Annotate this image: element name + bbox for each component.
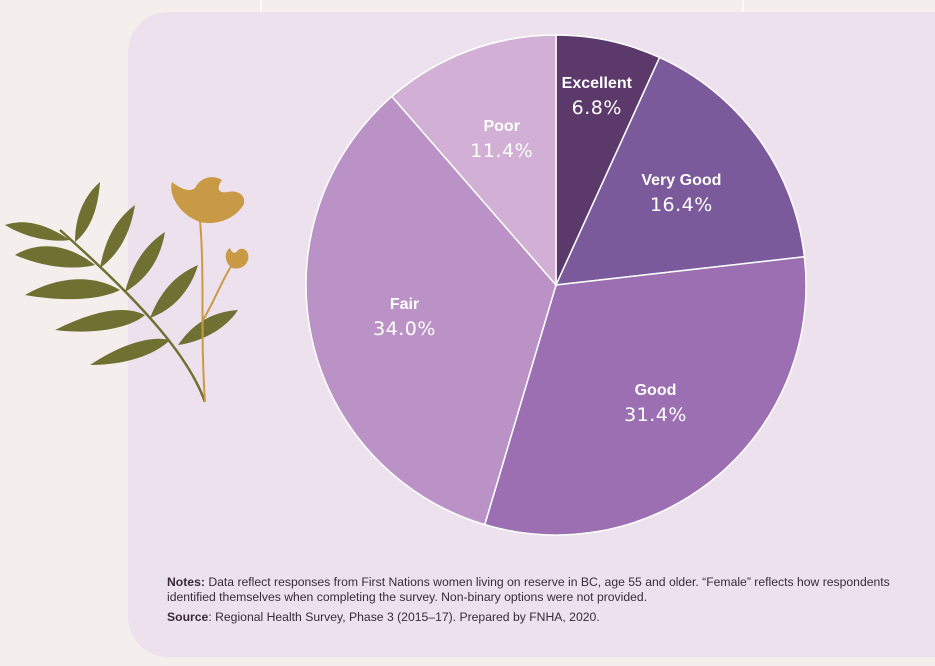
plant-illustration	[5, 177, 249, 403]
slice-value-good: 31.4%	[624, 404, 687, 426]
slice-label-poor: Poor	[483, 118, 519, 135]
fern-leaf	[125, 232, 165, 292]
top-ribbon	[260, 0, 744, 20]
flower-blossom	[171, 177, 245, 224]
pie-slices	[305, 34, 807, 536]
slice-value-poor: 11.4%	[470, 140, 533, 162]
pie-slice-excellent	[555, 34, 661, 286]
notes-block: Notes: Data reflect responses from First…	[167, 575, 907, 630]
notes-paragraph: Notes: Data reflect responses from First…	[167, 575, 907, 605]
notes-text: Data reflect responses from First Nation…	[167, 575, 890, 604]
fern-leaf	[90, 338, 170, 365]
pie-slice-good	[483, 255, 807, 536]
slice-label-fair: Fair	[390, 296, 419, 313]
source-label: Source	[167, 610, 209, 624]
fern-leaf	[178, 310, 238, 345]
pie-slice-poor	[390, 34, 557, 288]
fern-leaf	[75, 182, 100, 242]
source-paragraph: Source: Regional Health Survey, Phase 3 …	[167, 610, 907, 625]
slice-label-good: Good	[635, 382, 677, 399]
slice-value-excellent: 6.8%	[572, 97, 622, 119]
slice-label-very-good: Very Good	[641, 172, 721, 189]
fern-leaf	[15, 246, 95, 268]
fern-leaf	[25, 279, 120, 300]
pie-labels: Excellent 6.8% Very Good 16.4% Good 31.4% Fair…	[373, 75, 721, 426]
slice-value-very-good: 16.4%	[650, 194, 713, 216]
pie-slice-fair	[305, 95, 557, 526]
source-text: : Regional Health Survey, Phase 3 (2015–…	[208, 610, 600, 624]
notes-label: Notes:	[167, 575, 205, 589]
fern-leaf	[100, 205, 135, 268]
slice-value-fair: 34.0%	[373, 318, 436, 340]
slice-label-excellent: Excellent	[562, 75, 633, 92]
fern-leaf	[5, 222, 70, 241]
flower-blossom	[225, 248, 249, 269]
fern-leaf	[55, 310, 145, 332]
fern-stem	[59, 229, 207, 403]
pie-slice-very-good	[554, 56, 806, 286]
fern-leaf	[150, 265, 198, 318]
flower-stem	[199, 219, 206, 403]
flower-stem	[202, 264, 233, 321]
